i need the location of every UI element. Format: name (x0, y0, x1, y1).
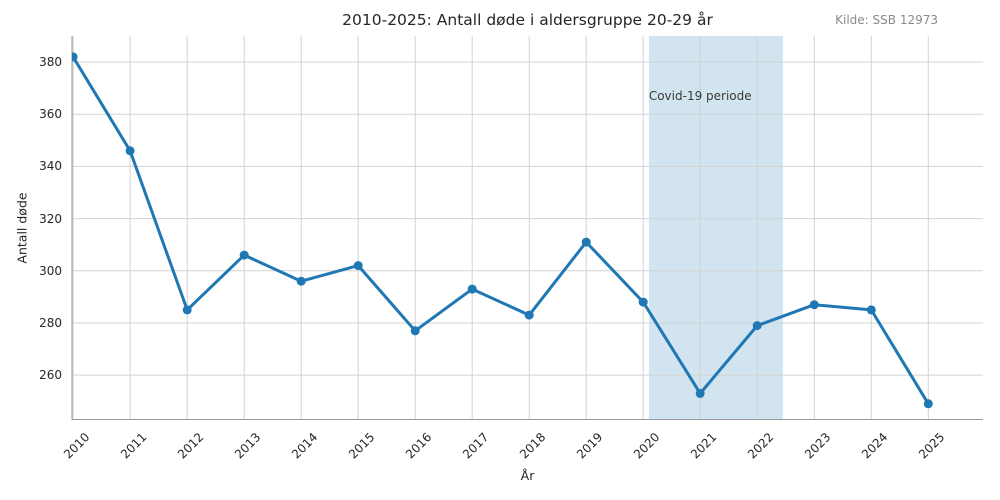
data-point (353, 261, 363, 271)
covid-band-label: Covid-19 periode (648, 89, 752, 103)
data-line (72, 55, 930, 406)
data-point (752, 321, 762, 331)
y-tick-label: 260 (39, 368, 62, 383)
y-tick-label: 320 (39, 211, 62, 226)
data-point (239, 250, 249, 260)
data-point (125, 146, 135, 156)
data-point (467, 284, 477, 294)
chart-title: 2010-2025: Antall døde i aldersgruppe 20… (342, 11, 713, 29)
data-point (809, 300, 819, 310)
data-point (581, 237, 591, 247)
data-point (923, 399, 933, 409)
source-label: Kilde: SSB 12973 (835, 13, 938, 27)
y-tick-label: 380 (39, 55, 62, 70)
data-point (524, 310, 534, 320)
data-point (638, 297, 648, 307)
y-axis-label: Antall døde (14, 192, 30, 264)
data-point (182, 305, 192, 315)
y-tick-label: 340 (39, 159, 62, 174)
data-point (410, 326, 420, 336)
data-point (695, 388, 705, 398)
data-point (866, 305, 876, 315)
covid-band (648, 36, 783, 420)
data-point (72, 52, 78, 62)
y-tick-label: 300 (39, 263, 62, 278)
y-tick-label: 280 (39, 316, 62, 330)
data-point (296, 276, 306, 286)
y-tick-label: 360 (39, 107, 62, 122)
x-axis-label: År (520, 468, 535, 483)
